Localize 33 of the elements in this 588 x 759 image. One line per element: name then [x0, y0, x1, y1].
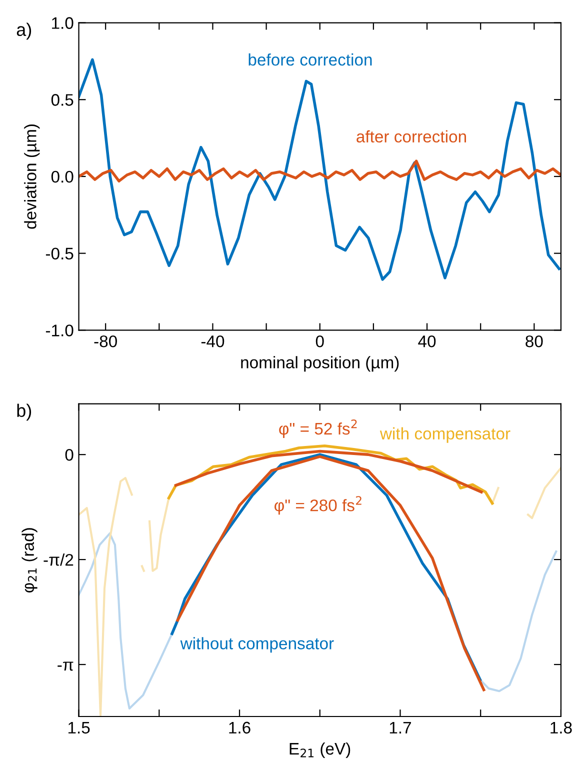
y-tick-label: -1.0: [46, 324, 74, 336]
x-axis-title: nominal position (µm): [241, 356, 399, 372]
series-label: φ" = 280 fs$^{2}$: [274, 496, 362, 515]
y-axis-title: deviation (µm): [24, 124, 40, 229]
x-axis-title: E$_{21}$ (eV): [290, 742, 350, 758]
x-tick-label: 1.7: [390, 722, 411, 734]
y-tick-label: 1.0: [52, 17, 74, 29]
x-tick-label: 40: [418, 335, 436, 348]
y-tick-label: -π/2: [44, 554, 74, 566]
x-tick-label: -80: [94, 335, 117, 348]
y-tick-label: -π: [58, 662, 74, 671]
y-tick-label: 0.5: [51, 94, 74, 106]
x-tick-label: 80: [526, 335, 543, 348]
series-label: before correction: [248, 53, 372, 66]
x-tick-label: 1.8: [550, 722, 572, 734]
series-label: with compensator: [380, 427, 510, 443]
line-series: [174, 450, 483, 494]
line-series: [479, 550, 558, 692]
x-tick-label: 1.6: [229, 722, 250, 734]
line-series: [78, 532, 174, 710]
line-series: [78, 160, 561, 182]
y-tick-label: 0: [65, 448, 74, 461]
x-tick-label: 0: [316, 335, 324, 348]
y-axis-title: φ$_{21}$ (rad): [22, 528, 38, 593]
chart-title: a): [16, 22, 32, 40]
x-tick-label: -40: [201, 335, 224, 348]
y-tick-label: -0.5: [46, 248, 74, 260]
chart-title: b): [17, 404, 32, 421]
series-label: after correction: [356, 130, 466, 143]
y-tick-label: 0.0: [51, 170, 74, 183]
x-tick-label: 1.5: [68, 722, 90, 734]
series-label: without compensator: [180, 637, 334, 653]
series-label: φ" = 52 fs$^{2}$: [279, 419, 357, 438]
